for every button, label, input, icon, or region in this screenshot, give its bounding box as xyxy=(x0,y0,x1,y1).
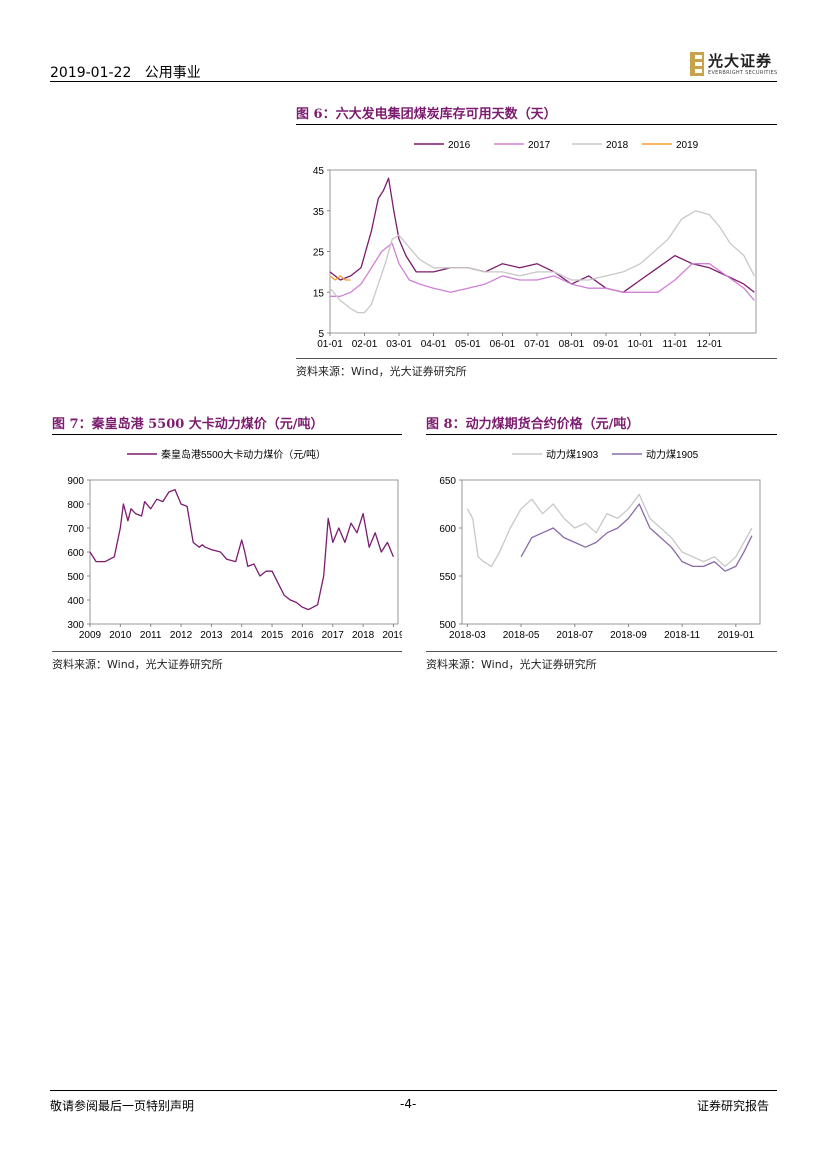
fig6-y-tick-label: 5 xyxy=(318,329,324,340)
fig6-x-tick-label: 07-01 xyxy=(524,339,550,350)
fig7-source: 资料来源：Wind，光大证券研究所 xyxy=(52,658,223,671)
fig7-x-tick-label: 2019 xyxy=(382,630,402,641)
company-logo: 光大证券 EVERBRIGHT SECURITIES xyxy=(690,50,780,80)
fig7-x-tick-label: 2010 xyxy=(109,630,132,641)
fig6-series-line-1 xyxy=(330,242,755,301)
fig6-legend-label-2: 2018 xyxy=(606,140,629,151)
fig7-series-line-0 xyxy=(89,488,394,611)
fig8-chart: 500 550 600 650 2018-03 2018-05 2018-07 2018-09… xyxy=(439,448,761,641)
fig7-x-tick-label: 2016 xyxy=(291,630,314,641)
footer-rule xyxy=(50,1090,777,1091)
fig6-x-tick-label: 03-01 xyxy=(386,339,412,350)
fig7-y-tick-label: 600 xyxy=(67,548,84,559)
fig6-legend-label-0: 2016 xyxy=(448,140,471,151)
fig6-x-tick-label: 09-01 xyxy=(593,339,619,350)
fig6-chart: 5 15 25 35 45 01-01 02-01 03-01 04-01 05-01 06-01 0… xyxy=(313,140,757,350)
fig7-x-tick-label: 2012 xyxy=(170,630,193,641)
fig6-series-line-2 xyxy=(329,210,755,314)
fig6-x-tick-label: 02-01 xyxy=(352,339,378,350)
fig6-x-tick-label: 10-01 xyxy=(628,339,654,350)
fig7-x-tick-label: 2013 xyxy=(200,630,223,641)
fig6-x-tick-label: 05-01 xyxy=(455,339,481,350)
fig7-x-tick-label: 2011 xyxy=(140,630,162,641)
fig8-x-tick-label: 2018-07 xyxy=(556,630,593,641)
footer-report-type: 证券研究报告 xyxy=(697,1099,770,1113)
fig7-plot-frame xyxy=(89,479,399,625)
fig6-title-rule xyxy=(296,124,777,125)
fig6-plot-frame xyxy=(329,169,757,334)
fig6-x-tick-label: 12-01 xyxy=(697,339,723,350)
fig8-series-line-0 xyxy=(466,493,753,568)
fig6-source: 资料来源：Wind，光大证券研究所 xyxy=(296,365,467,378)
fig7-legend-label-0: 秦皇岛港5500大卡动力煤价（元/吨） xyxy=(161,448,326,461)
fig6-series-line-0 xyxy=(329,177,755,293)
fig8-y-tick-label: 650 xyxy=(439,476,456,487)
fig7-bottom-rule xyxy=(52,651,402,652)
fig7-y-tick-label: 500 xyxy=(67,572,84,583)
header-rule xyxy=(50,81,777,82)
fig7-chart: 300 400 500 600 700 800 900 2009 2010 2011 2012 201… xyxy=(67,448,402,641)
fig6-y-tick-label: 35 xyxy=(313,207,325,218)
fig7-x-tick-label: 2014 xyxy=(231,630,254,641)
fig8-x-tick-label: 2018-09 xyxy=(610,630,647,641)
sector-label: 公用事业 xyxy=(144,65,201,81)
logo-text: 光大证券 xyxy=(708,52,773,70)
logo-subtitle: EVERBRIGHT SECURITIES xyxy=(708,70,778,76)
fig7-y-tick-label: 900 xyxy=(67,476,84,487)
fig6-y-tick-label: 25 xyxy=(313,248,325,259)
fig8-y-tick-label: 600 xyxy=(439,524,456,535)
fig7-x-tick-label: 2015 xyxy=(261,630,284,641)
fig6-x-tick-label: 01-01 xyxy=(317,339,343,350)
fig8-x-tick-label: 2018-05 xyxy=(503,630,540,641)
fig6-legend-label-3: 2019 xyxy=(676,140,699,151)
fig7-title-rule xyxy=(52,434,402,435)
fig8-title: 图 8：动力煤期货合约价格（元/吨） xyxy=(426,417,640,432)
fig8-series-line-1 xyxy=(520,503,753,572)
fig8-y-tick-label: 500 xyxy=(439,620,456,631)
fig6-legend-label-1: 2017 xyxy=(528,140,551,151)
fig6-bottom-rule xyxy=(296,358,777,359)
fig6-y-tick-label: 45 xyxy=(313,166,325,177)
fig8-y-tick-label: 550 xyxy=(439,572,456,583)
fig7-y-tick-label: 800 xyxy=(67,500,84,511)
fig6-x-tick-label: 06-01 xyxy=(490,339,516,350)
fig8-bottom-rule xyxy=(426,651,777,652)
header-date-sector: 2019-01-22 公用事业 xyxy=(50,62,201,82)
fig7-title: 图 7：秦皇岛港 5500 大卡动力煤价（元/吨） xyxy=(52,417,324,432)
footer-disclaimer: 敬请参阅最后一页特别声明 xyxy=(50,1099,195,1113)
fig7-x-tick-label: 2017 xyxy=(322,630,345,641)
fig6-x-tick-label: 08-01 xyxy=(559,339,585,350)
fig8-x-tick-label: 2019-01 xyxy=(717,630,754,641)
logo-mark-icon xyxy=(690,52,704,76)
fig6-title: 图 6：六大发电集团煤炭库存可用天数（天） xyxy=(296,107,557,122)
fig6-x-tick-label: 04-01 xyxy=(421,339,447,350)
fig7-y-tick-label: 300 xyxy=(67,620,84,631)
fig7-x-tick-label: 2018 xyxy=(352,630,375,641)
fig6-series-line-3 xyxy=(329,275,351,281)
fig8-source: 资料来源：Wind，光大证券研究所 xyxy=(426,658,597,671)
fig7-y-tick-label: 700 xyxy=(67,524,84,535)
fig8-legend-label-0: 动力煤1903 xyxy=(546,448,599,461)
fig8-plot-frame xyxy=(461,479,761,625)
fig7-x-tick-label: 2009 xyxy=(79,630,102,641)
report-date: 2019-01-22 xyxy=(50,65,132,81)
fig8-x-tick-label: 2018-03 xyxy=(449,630,486,641)
fig8-x-tick-label: 2018-11 xyxy=(664,630,700,641)
fig6-x-tick-label: 11-01 xyxy=(663,339,688,350)
fig8-legend-label-1: 动力煤1905 xyxy=(646,448,699,461)
page-number: -4- xyxy=(400,1097,417,1111)
fig8-title-rule xyxy=(426,434,777,435)
fig7-y-tick-label: 400 xyxy=(67,596,84,607)
fig6-y-tick-label: 15 xyxy=(313,288,325,299)
